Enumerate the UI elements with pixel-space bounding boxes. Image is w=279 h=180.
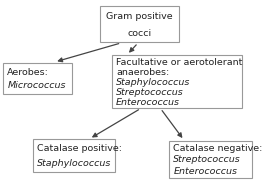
Text: Enterococcus: Enterococcus (116, 98, 180, 107)
Text: Facultative or aerotolerant: Facultative or aerotolerant (116, 58, 242, 67)
Text: Enterococcus: Enterococcus (174, 166, 237, 176)
Text: Aerobes:: Aerobes: (8, 68, 49, 76)
FancyBboxPatch shape (4, 63, 72, 94)
Text: Gram positive: Gram positive (106, 12, 173, 21)
FancyBboxPatch shape (100, 6, 179, 42)
FancyBboxPatch shape (112, 55, 242, 108)
Text: Staphylococcus: Staphylococcus (37, 159, 111, 168)
Text: Streptococcus: Streptococcus (116, 88, 184, 97)
Text: Streptococcus: Streptococcus (174, 155, 241, 164)
Text: anaerobes:: anaerobes: (116, 68, 169, 77)
Text: cocci: cocci (128, 28, 151, 38)
FancyBboxPatch shape (33, 139, 115, 172)
Text: Catalase negative:: Catalase negative: (174, 144, 263, 153)
Text: Catalase positive:: Catalase positive: (37, 144, 122, 153)
Text: Micrococcus: Micrococcus (8, 81, 66, 90)
Text: Staphylococcus: Staphylococcus (116, 78, 191, 87)
FancyBboxPatch shape (170, 141, 252, 178)
